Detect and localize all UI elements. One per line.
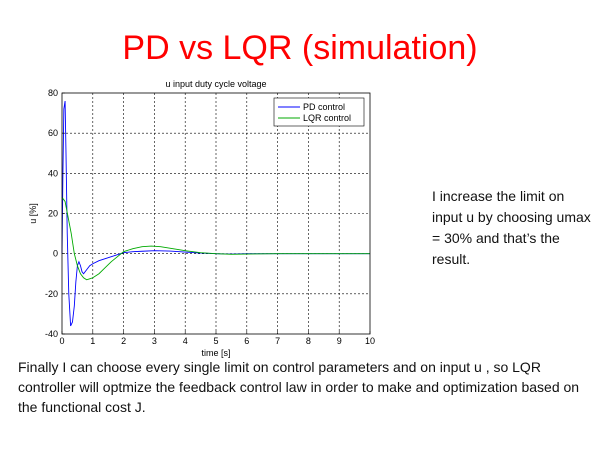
x-tick-label: 2: [121, 336, 126, 346]
x-tick-label: 1: [90, 336, 95, 346]
y-tick-label: 40: [48, 168, 58, 178]
x-tick-label: 6: [244, 336, 249, 346]
y-tick-label: -40: [45, 329, 58, 339]
chart: u input duty cycle voltage 0 1 2 3 4 5 6 7 8 9 10 -…: [28, 79, 375, 358]
legend-entry: PD control: [303, 102, 345, 112]
series-line-2: [61, 197, 370, 281]
x-tick-label: 5: [213, 336, 218, 346]
y-tick-label: 60: [48, 128, 58, 138]
x-tick-label: 3: [152, 336, 157, 346]
slide-title: PD vs LQR (simulation): [122, 29, 478, 67]
side-note: I increase the limit on input u by choos…: [432, 188, 591, 267]
axis-ticks: 0 1 2 3 4 5 6 7 8 9 10 -40 -20 0 20 40 60 80: [45, 88, 375, 346]
bottom-text: Finally I can choose every single limit …: [18, 359, 580, 415]
y-tick-label: -20: [45, 289, 58, 299]
grid: [62, 93, 370, 334]
y-axis-label: u [%]: [28, 203, 38, 224]
x-tick-label: 4: [183, 336, 188, 346]
legend-box: [273, 97, 365, 127]
legend-entry: LQR control: [303, 113, 351, 123]
plot-series: [61, 100, 370, 327]
x-tick-label: 0: [59, 336, 64, 346]
x-tick-label: 7: [275, 336, 280, 346]
y-tick-label: 0: [53, 249, 58, 259]
chart-title: u input duty cycle voltage: [165, 79, 266, 89]
x-tick-label: 8: [306, 336, 311, 346]
x-tick-label: 10: [365, 336, 375, 346]
y-tick-label: 80: [48, 88, 58, 98]
y-tick-label: 20: [48, 209, 58, 219]
x-axis-label: time [s]: [201, 348, 230, 358]
x-tick-label: 9: [337, 336, 342, 346]
